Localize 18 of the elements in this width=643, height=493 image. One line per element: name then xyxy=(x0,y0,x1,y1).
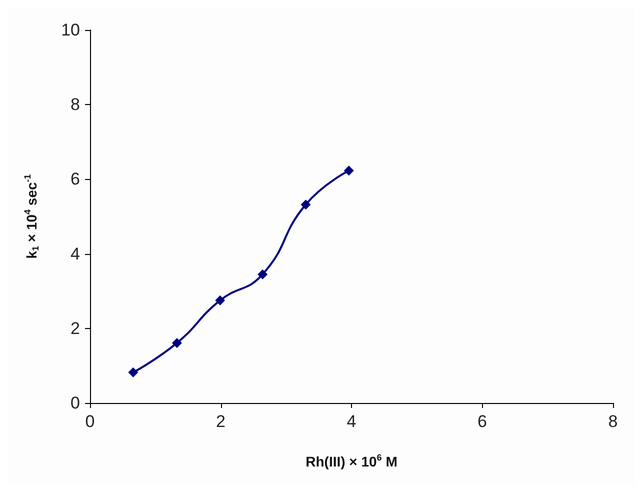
point xyxy=(300,200,311,210)
y-tick-label: 10 xyxy=(61,20,80,40)
y-tick-label: 4 xyxy=(70,244,80,264)
x-tick-label: 6 xyxy=(478,412,487,431)
y-tick-label: 6 xyxy=(70,170,80,189)
point xyxy=(128,367,138,378)
y-tick-label: 0 xyxy=(70,394,80,412)
x-tick-label: 4 xyxy=(346,412,356,431)
y-axis-title: k1 × 104 sec-1 xyxy=(22,174,40,259)
y-tick-label: 8 xyxy=(70,95,80,114)
y-tick-label: 2 xyxy=(70,318,80,338)
point xyxy=(215,295,226,306)
point xyxy=(344,166,354,176)
point xyxy=(258,269,268,280)
x-tick-label: 2 xyxy=(216,412,226,431)
x-tick-label: 8 xyxy=(608,412,618,431)
x-tick-label: 0 xyxy=(85,412,95,431)
point xyxy=(172,338,182,348)
